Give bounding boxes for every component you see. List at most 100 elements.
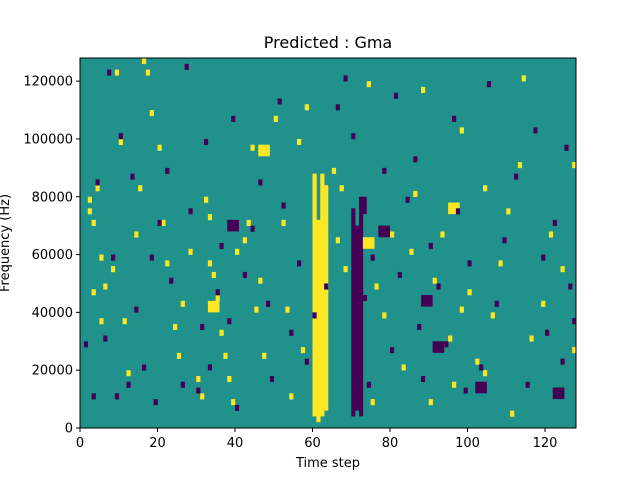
high-cell xyxy=(467,289,472,296)
low-cell xyxy=(421,375,426,383)
high-cell xyxy=(475,358,480,365)
x-axis-label: Time step xyxy=(295,456,360,471)
high-cell xyxy=(211,271,216,278)
high-cell xyxy=(223,352,228,359)
high-energy-column xyxy=(320,173,325,417)
low-cell xyxy=(541,254,546,261)
low-cell xyxy=(390,347,395,354)
high-cell xyxy=(541,300,546,307)
low-cell xyxy=(215,289,220,296)
high-cell xyxy=(517,162,523,169)
high-cell xyxy=(227,375,232,383)
low-cell xyxy=(83,341,89,348)
x-tick-label: 40 xyxy=(227,436,244,451)
low-cell xyxy=(250,225,255,232)
high-cell xyxy=(118,138,123,146)
low-cell xyxy=(277,98,282,105)
high-cell xyxy=(331,167,337,174)
low-cell xyxy=(343,75,348,82)
high-cell xyxy=(157,144,162,151)
high-cell xyxy=(95,185,100,192)
low-block xyxy=(421,295,433,307)
low-block xyxy=(378,225,390,238)
high-cell xyxy=(490,312,495,319)
low-cell xyxy=(467,260,472,267)
low-cell xyxy=(312,312,317,319)
high-block xyxy=(207,300,220,313)
low-energy-column xyxy=(355,225,360,411)
high-cell xyxy=(103,283,108,290)
high-cell xyxy=(273,115,278,122)
high-cell xyxy=(510,410,515,417)
high-cell xyxy=(188,248,193,255)
high-cell xyxy=(149,110,154,117)
low-block xyxy=(475,381,487,394)
high-cell xyxy=(459,127,464,134)
high-block xyxy=(362,237,375,249)
low-cell xyxy=(382,167,387,174)
high-cell xyxy=(180,300,185,307)
low-cell xyxy=(184,63,189,70)
low-energy-column xyxy=(351,208,356,417)
high-cell xyxy=(207,214,213,221)
high-cell xyxy=(572,347,577,354)
high-cell xyxy=(99,254,104,261)
high-cell xyxy=(173,323,178,331)
low-cell xyxy=(165,167,170,174)
low-cell xyxy=(95,179,100,186)
low-cell xyxy=(514,173,519,180)
high-cell xyxy=(413,190,418,198)
high-cell xyxy=(521,75,526,82)
low-cell xyxy=(564,144,569,151)
low-cell xyxy=(525,381,530,388)
low-cell xyxy=(572,318,577,325)
x-tick-label: 60 xyxy=(304,436,321,451)
plot-area xyxy=(80,58,577,428)
low-cell xyxy=(169,277,174,284)
low-cell xyxy=(436,283,441,290)
high-cell xyxy=(235,248,240,255)
low-cell xyxy=(118,133,123,140)
high-cell xyxy=(529,335,534,342)
y-axis: 0 20000 40000 60000 80000 100000 120000 xyxy=(23,75,80,437)
high-cell xyxy=(285,306,290,313)
high-cell xyxy=(165,260,170,267)
high-cell xyxy=(215,295,220,302)
high-cell xyxy=(452,381,457,388)
x-tick-label: 0 xyxy=(76,436,84,451)
high-cell xyxy=(142,58,147,65)
high-cell xyxy=(262,352,267,359)
low-cell xyxy=(134,306,139,313)
low-cell xyxy=(130,173,135,180)
high-cell xyxy=(111,266,116,273)
high-cell xyxy=(204,196,209,203)
y-axis-label: Frequency (Hz) xyxy=(0,194,13,292)
low-cell xyxy=(502,237,507,244)
high-cell xyxy=(440,231,445,238)
high-cell xyxy=(572,162,577,169)
low-cell xyxy=(362,295,368,302)
high-cell xyxy=(242,237,247,244)
low-cell xyxy=(417,323,422,331)
low-cell xyxy=(479,364,484,371)
low-cell xyxy=(378,225,383,232)
low-cell xyxy=(153,399,158,406)
low-cell xyxy=(413,156,418,163)
high-cell xyxy=(176,352,182,359)
high-block xyxy=(258,144,270,157)
high-cell xyxy=(289,393,294,400)
low-cell xyxy=(568,283,573,290)
low-cell xyxy=(281,202,286,209)
high-cell xyxy=(428,399,433,406)
low-block xyxy=(227,219,239,232)
y-tick-label: 120000 xyxy=(23,75,73,90)
low-block xyxy=(552,387,565,400)
low-cell xyxy=(219,243,224,250)
high-cell xyxy=(196,375,201,383)
high-energy-column xyxy=(316,219,321,423)
high-cell xyxy=(448,335,453,342)
high-cell xyxy=(343,266,348,273)
low-cell xyxy=(494,300,499,307)
low-cell xyxy=(142,364,147,371)
high-cell xyxy=(138,185,143,192)
